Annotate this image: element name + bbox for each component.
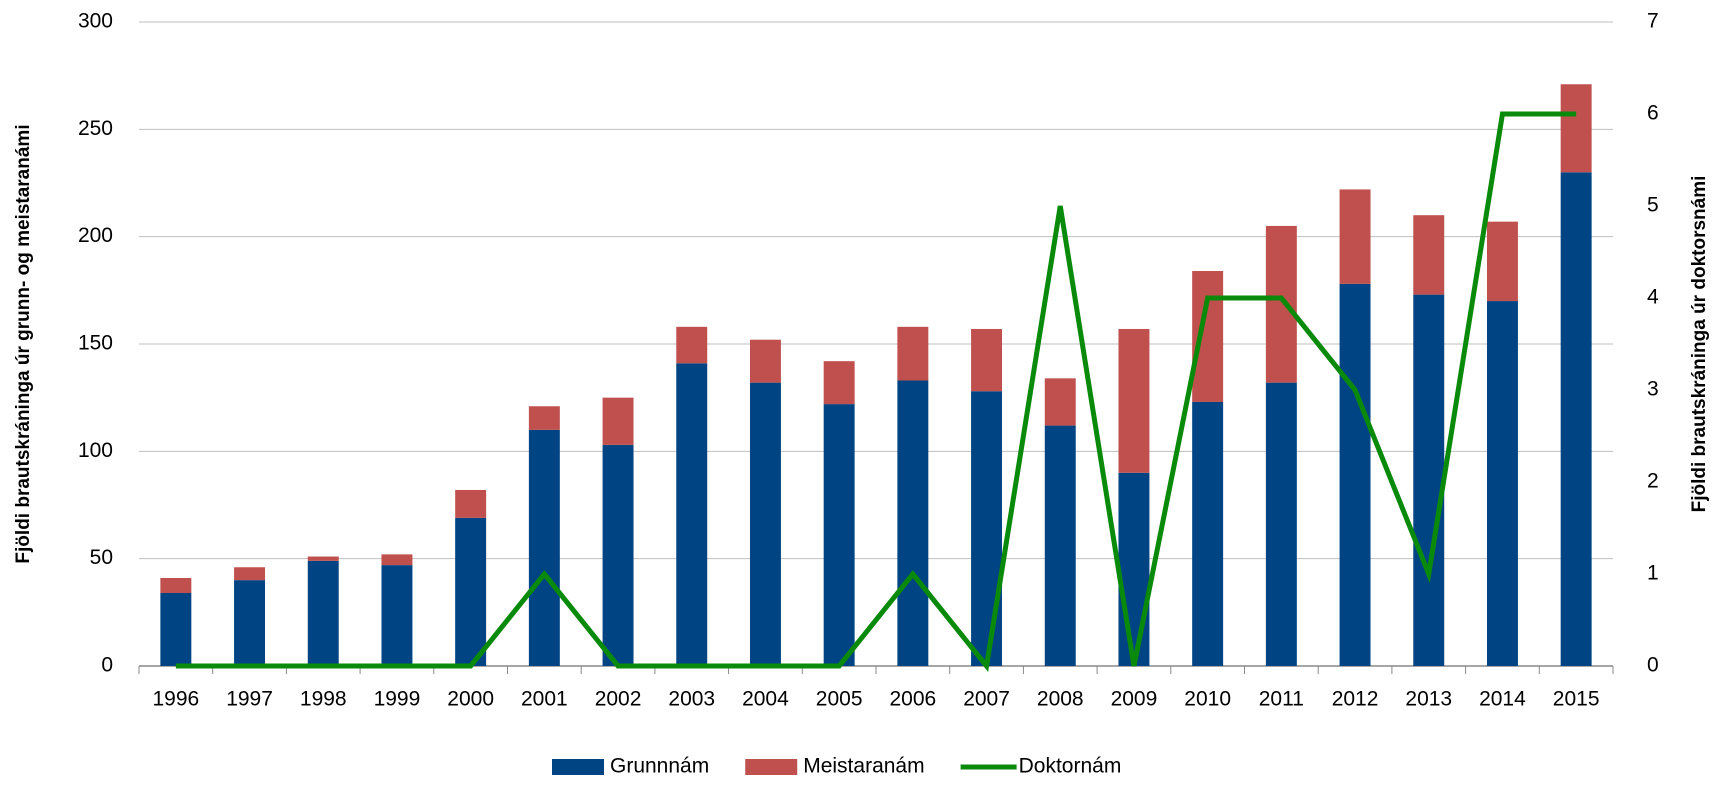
x-tick-label: 2009 — [1111, 688, 1158, 711]
legend-swatch — [745, 759, 798, 775]
x-tick-label: 2001 — [521, 688, 568, 711]
x-tick-label: 2011 — [1259, 688, 1304, 711]
y-tick-label: 100 — [78, 439, 113, 462]
bar-segment — [1265, 382, 1297, 666]
bar-segment — [160, 577, 192, 594]
legend-label: Grunnnám — [610, 755, 709, 778]
x-tick-label: 2008 — [1037, 688, 1084, 711]
x-tick-label: 2002 — [595, 688, 642, 711]
bar-segment — [528, 406, 560, 430]
x-tick-label: 2004 — [742, 688, 789, 711]
x-tick-label: 2013 — [1405, 688, 1452, 711]
y-tick-label: 300 — [78, 10, 113, 33]
x-tick-label: 2003 — [668, 688, 715, 711]
bar-segment — [823, 361, 855, 405]
x-tick-label: 1998 — [300, 688, 347, 711]
bar-segment — [749, 339, 781, 383]
bar-segment — [897, 380, 929, 666]
y-tick-label: 50 — [90, 546, 113, 569]
y-tick-label: 0 — [101, 654, 113, 677]
bar-segment — [1413, 294, 1445, 666]
y-tick-label: 200 — [78, 224, 113, 247]
bar-segment — [602, 444, 634, 666]
y2-tick-label: 5 — [1647, 194, 1659, 217]
bar-segment — [160, 593, 192, 666]
bar-segment — [307, 560, 339, 666]
x-tick-label: 2015 — [1553, 688, 1600, 711]
line — [175, 111, 1577, 672]
bar-segment — [602, 397, 634, 445]
bar-segment — [1044, 425, 1076, 666]
bar-segment — [971, 391, 1003, 666]
bar-segment — [1413, 215, 1445, 295]
y2-tick-label: 4 — [1647, 286, 1659, 309]
bar-segment — [307, 556, 339, 561]
x-tick-label: 2010 — [1184, 688, 1231, 711]
legend-swatch — [552, 759, 604, 775]
x-tick-label: 1999 — [374, 688, 421, 711]
bar-segment — [1118, 472, 1150, 666]
x-tick-label: 2005 — [816, 688, 863, 711]
bar-segment — [455, 517, 487, 666]
y2-axis-title: Fjöldi brautskráninga úr doktorsnámi — [1689, 176, 1710, 513]
y2-tick-label: 3 — [1647, 378, 1659, 401]
y2-tick-label: 6 — [1647, 102, 1659, 125]
bar-segment — [381, 554, 413, 566]
bar-segment — [381, 565, 413, 666]
bar-segment — [1118, 328, 1150, 473]
bar-segment — [1192, 401, 1224, 666]
bar-segment — [234, 567, 266, 581]
x-tick-label: 2000 — [447, 688, 494, 711]
bar-segment — [1560, 84, 1592, 173]
x-tick-label: 1996 — [152, 688, 199, 711]
x-tick-label: 2012 — [1332, 688, 1379, 711]
bar-segment — [749, 382, 781, 666]
bar-segment — [1339, 189, 1371, 284]
bar-segment — [676, 363, 708, 666]
bar-segment — [971, 328, 1003, 392]
x-tick-label: 2014 — [1479, 688, 1526, 711]
bar-segment — [676, 326, 708, 364]
bar-segment — [897, 326, 929, 381]
y2-tick-label: 2 — [1647, 470, 1659, 493]
x-tick-label: 2007 — [963, 688, 1010, 711]
bar-segment — [1486, 221, 1518, 302]
y-tick-label: 250 — [78, 117, 113, 140]
bar-segment — [823, 404, 855, 666]
x-tick-label: 1997 — [226, 688, 273, 711]
bar-segment — [1339, 283, 1371, 666]
x-tick-label: 2006 — [889, 688, 936, 711]
y-tick-label: 150 — [78, 332, 113, 355]
y2-tick-label: 0 — [1647, 654, 1659, 677]
bar-segment — [1044, 378, 1076, 426]
y2-tick-label: 7 — [1647, 10, 1659, 33]
bar-segment — [528, 429, 560, 666]
legend-label: Doktornám — [1019, 755, 1122, 778]
bar-segment — [1560, 172, 1592, 666]
y2-tick-label: 1 — [1647, 562, 1659, 585]
legend-label: Meistaranám — [803, 755, 924, 778]
bar-segment — [1265, 225, 1297, 383]
bar-segment — [1486, 301, 1518, 666]
y-axis-title: Fjöldi brautskráninga úr grunn- og meist… — [13, 124, 34, 563]
bar-segment — [234, 580, 266, 666]
bar-segment — [455, 489, 487, 518]
bar-segment — [1192, 271, 1224, 402]
